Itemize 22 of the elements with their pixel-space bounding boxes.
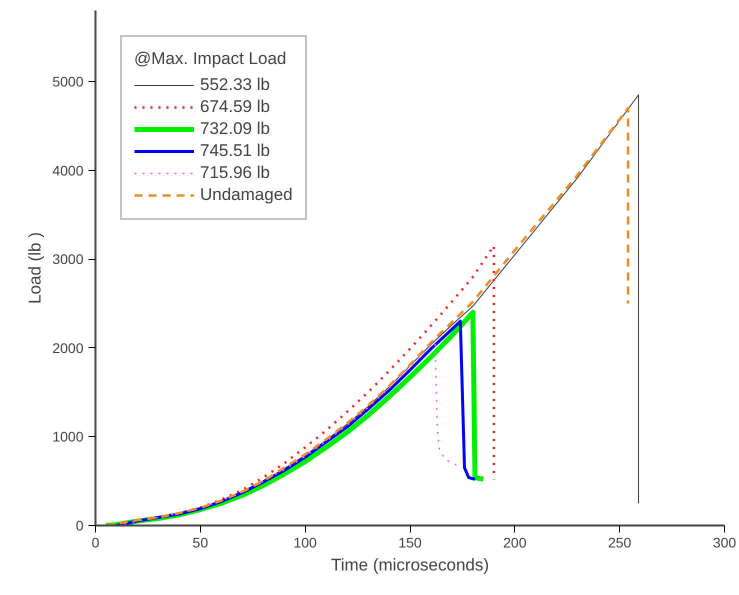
x-tick-label: 150 (398, 534, 422, 550)
legend-label: Undamaged (200, 184, 293, 206)
y-tick-label: 4000 (52, 162, 84, 178)
x-tick-label: 50 (192, 534, 208, 550)
x-tick-label: 200 (503, 534, 527, 550)
legend-label: 552.33 lb (200, 74, 270, 96)
legend-label: 674.59 lb (200, 96, 270, 118)
y-tick-label: 1000 (52, 428, 84, 445)
x-tick-label: 250 (608, 534, 632, 550)
y-tick-label: 0 (76, 518, 84, 534)
y-tick-label: 2000 (52, 340, 84, 356)
x-axis-title: Time (microseconds) (330, 556, 490, 574)
y-tick-label: 3000 (52, 251, 84, 268)
x-tick-label: 100 (293, 534, 318, 550)
legend-label: 732.09 lb (200, 118, 270, 140)
x-tick-label: 300 (712, 534, 736, 550)
y-tick-label: 5000 (52, 74, 84, 90)
legend-title: @Max. Impact Load (134, 49, 288, 69)
legend-label: 715.96 lb (200, 162, 270, 184)
legend-label: 745.51 lb (200, 140, 270, 162)
y-axis-title: Load (lb ) (25, 232, 44, 304)
x-tick-label: 0 (92, 534, 100, 550)
